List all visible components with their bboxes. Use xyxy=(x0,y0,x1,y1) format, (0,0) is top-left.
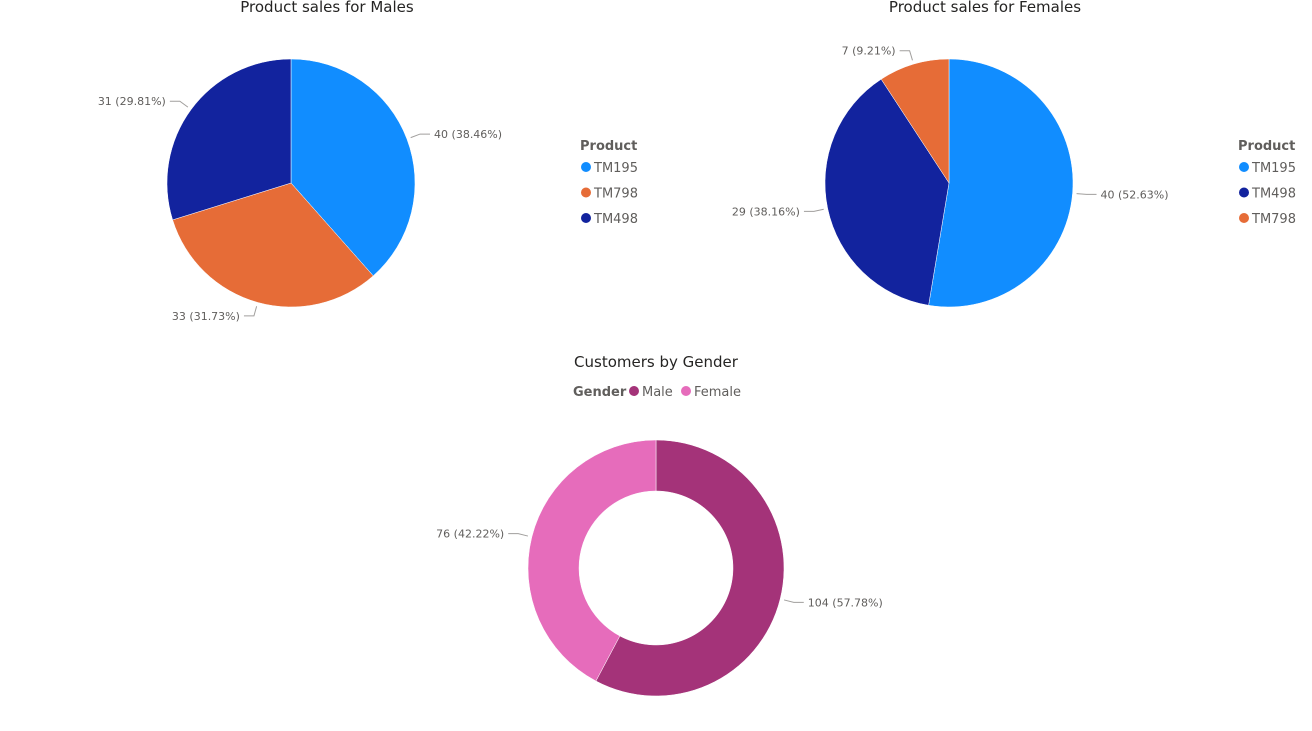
legend-item-tm498[interactable]: TM498 xyxy=(1239,187,1296,202)
legend-item-tm195[interactable]: TM195 xyxy=(1239,161,1296,176)
data-label: 29 (38.16%) xyxy=(732,205,800,218)
data-label: 7 (9.21%) xyxy=(842,45,896,58)
legend-item-tm195[interactable]: TM195 xyxy=(581,161,638,176)
legend-marker xyxy=(1239,187,1249,198)
legend: Product TM195 TM798 TM498 xyxy=(580,139,638,227)
legend-label: TM498 xyxy=(593,212,638,227)
legend-label: TM798 xyxy=(593,187,638,202)
slice-tm195[interactable] xyxy=(928,58,1074,308)
data-label: 31 (29.81%) xyxy=(98,95,166,108)
slice-female[interactable] xyxy=(527,439,657,682)
leader-line xyxy=(803,208,824,212)
legend-label: TM195 xyxy=(1251,161,1296,176)
leader-line xyxy=(410,133,431,139)
legend-item-male[interactable]: Male xyxy=(629,385,673,400)
leader-line xyxy=(783,599,804,603)
chart-title: Product sales for Females xyxy=(889,0,1081,16)
leader-line xyxy=(243,306,258,317)
legend: Product TM195 TM498 TM798 xyxy=(1238,139,1296,227)
legend-label: TM498 xyxy=(1251,187,1296,202)
data-label: 40 (38.46%) xyxy=(434,128,502,141)
chart-title: Customers by Gender xyxy=(574,353,739,371)
legend-item-tm798[interactable]: TM798 xyxy=(581,187,638,202)
legend-items: TM195 TM798 TM498 xyxy=(581,161,638,227)
slice-tm498[interactable] xyxy=(166,58,292,221)
legend-label: Female xyxy=(694,385,741,400)
legend-title: Gender xyxy=(573,385,627,400)
legend-label: TM798 xyxy=(1251,212,1296,227)
data-label: 33 (31.73%) xyxy=(172,310,240,323)
legend: Gender Male Female xyxy=(573,385,741,400)
legend-label: TM195 xyxy=(593,161,638,176)
legend-marker xyxy=(681,386,691,396)
legend-marker xyxy=(581,187,591,198)
legend-marker xyxy=(629,386,639,396)
pie-plot: 40 (38.46%) 33 (31.73%) 31 (29.81%) xyxy=(98,58,502,323)
chart-females[interactable]: Product sales for Females 40 (52.63%) 29 … xyxy=(732,0,1296,308)
legend-item-tm798[interactable]: TM798 xyxy=(1239,212,1296,227)
legend-items: Male Female xyxy=(629,385,741,400)
pie-plot: 40 (52.63%) 29 (38.16%) 7 (9.21%) xyxy=(732,45,1169,308)
legend-marker xyxy=(581,213,591,223)
leader-line xyxy=(899,50,913,61)
legend-marker xyxy=(581,162,591,172)
slice-tm195[interactable] xyxy=(290,58,416,277)
legend-item-tm498[interactable]: TM498 xyxy=(581,212,638,227)
slice-male[interactable] xyxy=(595,439,785,697)
chart-males[interactable]: Product sales for Males 40 (38.46%) 33 (3… xyxy=(98,0,638,323)
donut-plot: 104 (57.78%) 76 (42.22%) xyxy=(436,439,883,697)
legend-items: TM195 TM498 TM798 xyxy=(1239,161,1296,227)
legend-marker xyxy=(1239,213,1249,223)
slice-tm798[interactable] xyxy=(880,58,950,184)
chart-title: Product sales for Males xyxy=(240,0,414,16)
legend-title: Product xyxy=(580,139,637,154)
data-label: 40 (52.63%) xyxy=(1101,188,1169,201)
data-label: 76 (42.22%) xyxy=(436,528,504,541)
legend-marker xyxy=(1239,162,1249,172)
slice-tm798[interactable] xyxy=(172,182,374,308)
chart-gender[interactable]: Customers by Gender Gender Male Female 10… xyxy=(436,353,883,697)
data-label: 104 (57.78%) xyxy=(808,596,883,609)
legend-title: Product xyxy=(1238,139,1295,154)
leader-line xyxy=(1076,193,1097,195)
leader-line xyxy=(508,533,529,537)
legend-label: Male xyxy=(642,385,673,400)
leader-line xyxy=(169,100,189,108)
legend-item-female[interactable]: Female xyxy=(681,385,741,400)
